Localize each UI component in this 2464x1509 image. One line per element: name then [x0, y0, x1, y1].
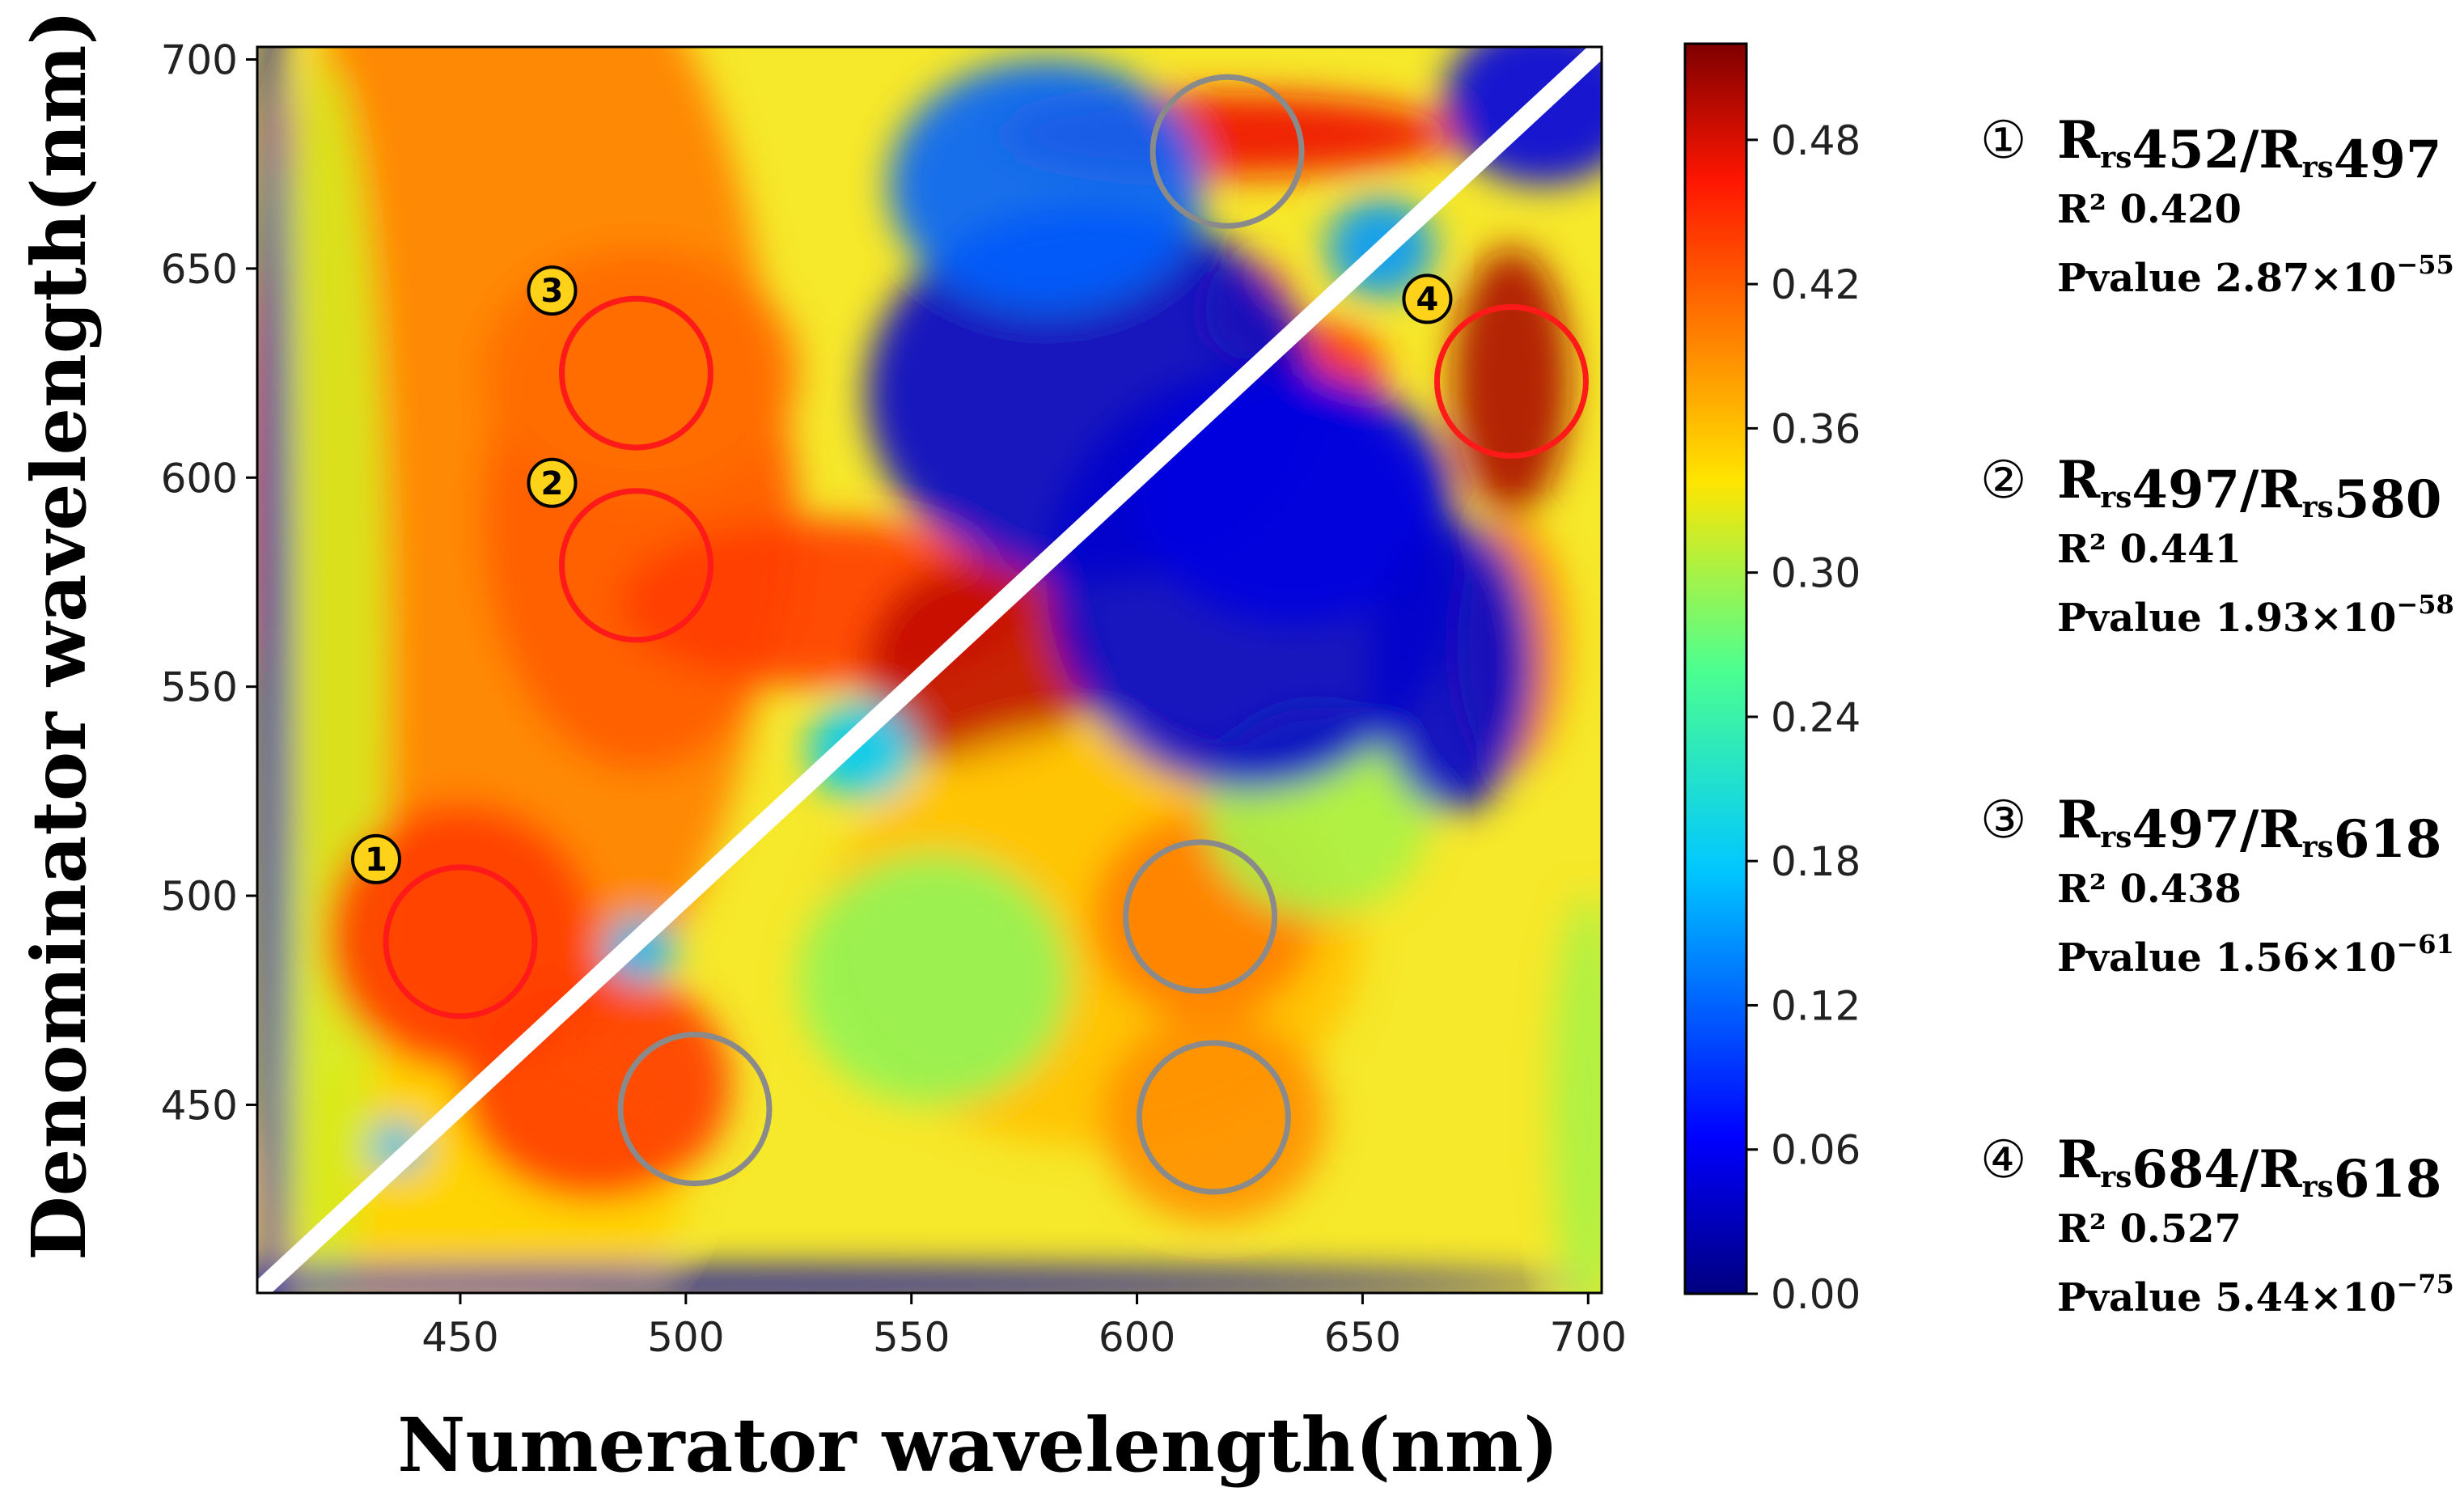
legend-pvalue: Pvalue 5.44×10−75 [2057, 1269, 2454, 1320]
marker-label-2: 2 [541, 465, 564, 502]
x-axis: 450 500 550 600 650 700 [421, 1293, 1627, 1361]
colorbar-tick-label: 0.24 [1771, 694, 1861, 741]
x-tick-label: 550 [873, 1314, 950, 1361]
x-axis-title: Numerator wavelength(nm) [397, 1401, 1558, 1489]
legend-marker: ④ [1980, 1130, 2026, 1190]
heat-cell [1552, 896, 1602, 1293]
symmetric-ring [1136, 1040, 1291, 1195]
x-tick-label: 450 [421, 1314, 498, 1361]
highlight-ring-1 [383, 864, 538, 1019]
legend-ratio: Rrs497/Rrs580 [2057, 450, 2441, 530]
y-tick-label: 500 [161, 873, 238, 920]
legend-r2: R² 0.527 [2057, 1206, 2242, 1252]
legend-pvalue: Pvalue 1.56×10−61 [2057, 929, 2454, 981]
legend-marker: ② [1980, 451, 2026, 511]
highlight-ring-3 [558, 295, 713, 451]
symmetric-ring [1149, 74, 1305, 229]
marker-badge-1 [350, 833, 401, 884]
heat-cell [257, 47, 290, 1293]
legend-r2: R² 0.441 [2057, 527, 2242, 572]
y-tick-label: 450 [161, 1082, 238, 1129]
legend-marker: ① [1980, 111, 2026, 171]
colorbar-gradient [1683, 42, 1748, 1295]
heat-cell [257, 1267, 1588, 1293]
symmetric-ring [617, 1032, 773, 1187]
heat-cell [888, 59, 1205, 311]
legend-pvalue: Pvalue 1.93×10−58 [2057, 589, 2454, 641]
y-axis: 450 500 550 600 650 700 [161, 37, 257, 1129]
colorbar-tick-label: 0.48 [1771, 117, 1861, 164]
marker-badge-4 [1402, 273, 1453, 324]
y-tick-label: 600 [161, 455, 238, 502]
heat-cell [798, 854, 1069, 1105]
marker-label-1: 1 [365, 841, 387, 879]
marker-badge-3 [527, 265, 578, 316]
colorbar-tick-label: 0.42 [1771, 261, 1861, 308]
colorbar-tick-label: 0.00 [1771, 1271, 1861, 1318]
legend-ratio: Rrs452/Rrs497 [2057, 110, 2441, 190]
plot-frame [256, 45, 1603, 1295]
highlight-ring-4 [1433, 303, 1589, 459]
x-tick-label: 650 [1324, 1314, 1401, 1361]
y-tick-label: 700 [161, 37, 238, 84]
y-axis-title: Denominator wavelength(nm) [15, 10, 103, 1261]
legend-r2: R² 0.438 [2057, 867, 2242, 912]
colorbar-tick-label: 0.36 [1771, 405, 1861, 452]
heat-cell [866, 561, 1092, 771]
marker-badge-2 [527, 457, 578, 508]
colorbar-tick-label: 0.12 [1771, 982, 1861, 1029]
x-tick-label: 700 [1550, 1314, 1627, 1361]
symmetric-ring [1123, 839, 1278, 994]
x-tick-label: 600 [1099, 1314, 1175, 1361]
colorbar-tick-label: 0.18 [1771, 838, 1861, 885]
colorbar-tick-label: 0.30 [1771, 550, 1861, 597]
colorbar-tick-label: 0.06 [1771, 1127, 1861, 1174]
legend-ratio: Rrs684/Rrs618 [2057, 1130, 2441, 1210]
y-tick-label: 550 [161, 664, 238, 711]
heat-cell [1137, 373, 1453, 625]
legend-pvalue: Pvalue 2.87×10−55 [2057, 249, 2454, 301]
marker-label-3: 3 [541, 273, 564, 310]
highlight-ring-2 [558, 488, 713, 643]
colorbar: 0.00 0.06 0.12 0.18 0.24 0.30 0.36 0.42 0.48 [1683, 42, 1861, 1318]
legend-r2: R² 0.420 [2057, 187, 2242, 232]
heat-cell [1371, 519, 1535, 812]
heat-cell [807, 699, 917, 800]
diagonal-line [250, 40, 1609, 1300]
x-tick-label: 500 [647, 1314, 724, 1361]
legend-ratio: Rrs497/Rrs618 [2057, 790, 2441, 870]
heat-cell [1452, 248, 1570, 515]
y-tick-label: 650 [161, 246, 238, 293]
marker-label-4: 4 [1416, 281, 1439, 318]
legend-marker: ③ [1980, 791, 2026, 850]
